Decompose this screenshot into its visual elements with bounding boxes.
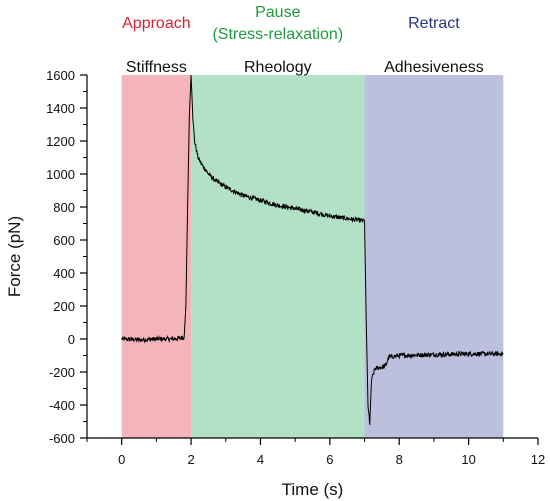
x-tick-label: 8 (396, 452, 403, 467)
series-line-0 (121, 74, 504, 425)
phase-label-0-0: Approach (122, 15, 191, 32)
x-tick-label: 2 (187, 452, 194, 467)
x-tick-label: 4 (257, 452, 264, 467)
y-tick-label: 1600 (46, 68, 75, 83)
y-axis-title: Force (pN) (5, 216, 24, 297)
x-axis-title: Time (s) (282, 480, 344, 499)
y-tick-label: 400 (53, 266, 75, 281)
property-label-2: Adhesiveness (384, 59, 484, 76)
phase-label-2-0: Retract (408, 15, 460, 32)
phase-label-1-1: (Stress-relaxation) (212, 26, 343, 43)
x-tick-label: 10 (461, 452, 475, 467)
phase-regions (121, 75, 504, 438)
y-tick-label: 0 (68, 332, 75, 347)
region-0 (121, 75, 192, 438)
x-tick-label: 0 (118, 452, 125, 467)
phase-label-1-0: Pause (255, 4, 300, 21)
x-tick-label: 6 (326, 452, 333, 467)
y-tick-label: 800 (53, 200, 75, 215)
axis-ticks: 0 2 4 6 8 10 12 -600 -400 -200 0 200 400 600 800 1000 12… (46, 68, 545, 467)
y-tick-label: -600 (49, 431, 75, 446)
region-2 (364, 75, 504, 438)
y-tick-label: 1400 (46, 101, 75, 116)
labels: Approach Stiffness Pause (Stress-relaxation… (5, 4, 484, 499)
y-tick-label: 200 (53, 299, 75, 314)
x-tick-label: 12 (531, 452, 545, 467)
region-1 (191, 75, 365, 438)
series-group (121, 74, 504, 425)
y-tick-label: 600 (53, 233, 75, 248)
y-tick-label: -400 (49, 398, 75, 413)
axes (86, 75, 538, 439)
y-tick-label: 1200 (46, 134, 75, 149)
property-label-0: Stiffness (126, 59, 187, 76)
y-tick-label: -200 (49, 365, 75, 380)
y-tick-label: 1000 (46, 167, 75, 182)
property-label-1: Rheology (244, 59, 312, 76)
